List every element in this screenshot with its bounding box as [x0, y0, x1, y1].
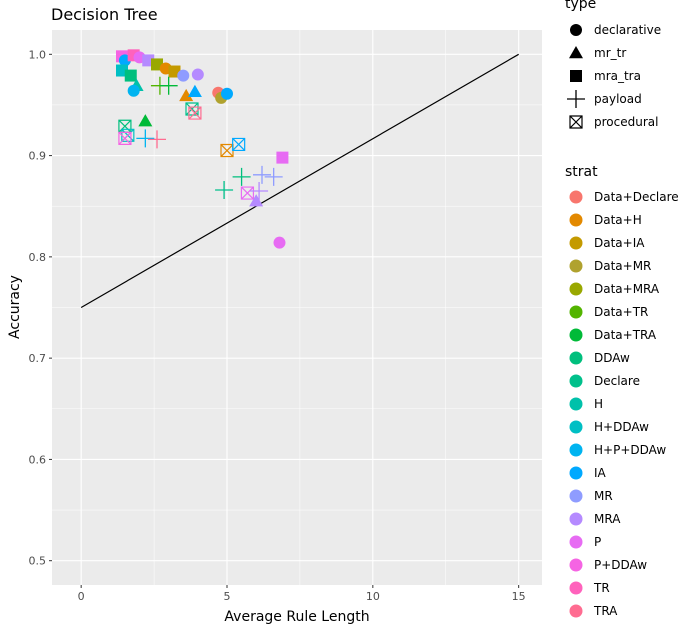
legend-type-key: [570, 24, 582, 36]
data-point: [276, 151, 289, 164]
y-tick-label: 0.5: [29, 555, 47, 568]
legend-strat-key: [569, 443, 583, 457]
legend-strat-key: [569, 351, 583, 365]
legend-strat-key: [569, 305, 583, 319]
legend-strat-key: [569, 558, 583, 572]
data-point: [142, 54, 155, 67]
legend-strat-key: [569, 581, 583, 595]
legend-type-key: [570, 70, 582, 82]
data-point: [221, 87, 233, 100]
chart-title: Decision Tree: [51, 5, 158, 24]
legend-strat-key: [569, 397, 583, 411]
data-point: [148, 130, 166, 149]
y-tick-label: 0.9: [29, 150, 47, 163]
legend-type-key: [567, 90, 585, 108]
legend-type-label: procedural: [594, 115, 658, 129]
legend-strat-key: [569, 190, 583, 204]
legend-strat-label: IA: [594, 466, 607, 480]
reference-line-group: [80, 53, 519, 309]
x-axis-label: Average Rule Length: [224, 609, 369, 625]
data-point: [264, 167, 283, 186]
legend-strat-key: [569, 420, 583, 434]
legend-strat-label: MR: [594, 489, 613, 503]
grid-lines: [52, 30, 542, 585]
data-point: [179, 88, 194, 102]
x-tick-label: 10: [366, 590, 380, 603]
data-point: [220, 143, 234, 158]
legend-type-key: [569, 46, 583, 59]
legend-type-label: declarative: [594, 23, 661, 37]
data-point: [215, 181, 234, 200]
legend-strat-key: [569, 259, 583, 273]
data-point: [138, 114, 153, 127]
legend-type-title: type: [565, 0, 596, 12]
legend-strat-label: Data+MRA: [594, 282, 660, 296]
legend-strat-label: MRA: [594, 512, 621, 526]
legend-strat-key: [569, 213, 583, 227]
legend-type-label: payload: [594, 92, 642, 106]
legend-strat-label: H: [594, 397, 603, 411]
data-point: [187, 84, 202, 98]
legend-strat-label: P+DDAw: [594, 558, 647, 572]
data-point: [127, 84, 140, 97]
legend-strat-label: Data+H: [594, 213, 642, 227]
y-tick-label: 0.6: [29, 453, 47, 466]
legend-type-key: [569, 115, 583, 129]
x-tick-label: 0: [78, 590, 85, 603]
legend-strat-key: [569, 604, 583, 618]
legend-strat-key: [569, 535, 583, 549]
data-point: [127, 49, 140, 62]
legend-strat-label: TRA: [593, 604, 618, 618]
data-point: [118, 131, 132, 145]
legend-strat-label: TR: [593, 581, 610, 595]
data-point: [232, 167, 251, 186]
y-tick-label: 1.0: [29, 48, 47, 61]
legend-strat-key: [569, 282, 583, 296]
x-tick-label: 5: [224, 590, 231, 603]
data-point: [159, 76, 178, 95]
y-axis-ticks: 0.5 0.6 0.7 0.8 0.9 1.0: [29, 48, 52, 568]
data-point: [191, 68, 204, 81]
data-point: [185, 102, 199, 116]
legend-strat-label: Data+IA: [594, 236, 645, 250]
legend-strat-label: P: [594, 535, 601, 549]
y-tick-label: 0.7: [29, 352, 47, 365]
data-point: [177, 69, 190, 82]
legend-strat-label: Data+TRA: [594, 328, 657, 342]
legend-strat-key: [569, 466, 583, 480]
legend-strat-key: [569, 374, 583, 388]
data-point: [273, 236, 286, 249]
x-axis-ticks: 0 5 10 15: [78, 585, 526, 603]
legend-strat-label: Declare: [594, 374, 640, 388]
reference-line: [80, 53, 519, 309]
data-point: [136, 129, 155, 148]
data-point: [253, 165, 271, 184]
legend-strat-key: [569, 328, 583, 342]
legend-type-label: mra_tra: [594, 69, 641, 83]
data-point: [188, 106, 202, 120]
legend-strat-label: Data+TR: [594, 305, 648, 319]
legend-strat-label: DDAw: [594, 351, 630, 365]
legend-strat: strat Data+Declare Data+H Data+IA Data+MR Da…: [565, 164, 679, 618]
x-tick-label: 15: [512, 590, 526, 603]
y-axis-label: Accuracy: [7, 275, 23, 339]
data-point: [232, 137, 246, 152]
legend-strat-key: [569, 489, 583, 503]
legend-strat-label: H+P+DDAw: [594, 443, 666, 457]
legend-strat-key: [569, 512, 583, 526]
y-tick-label: 0.8: [29, 251, 47, 264]
legend-strat-label: Data+Declare: [594, 190, 679, 204]
data-point: [249, 194, 264, 207]
legend-strat-label: Data+MR: [594, 259, 651, 273]
legend-strat-label: H+DDAw: [594, 420, 649, 434]
data-point: [124, 69, 137, 82]
data-point: [250, 182, 269, 201]
legend-strat-title: strat: [565, 164, 598, 180]
legend-type-label: mr_tr: [594, 46, 626, 60]
legend-strat-key: [569, 236, 583, 250]
data-points: [116, 49, 289, 249]
